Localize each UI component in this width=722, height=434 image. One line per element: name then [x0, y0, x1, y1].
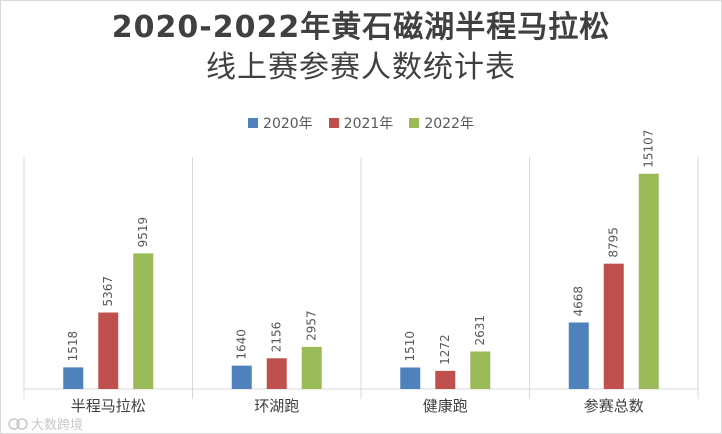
data-label: 15107: [642, 130, 656, 168]
legend-item-2020: 2020年: [248, 113, 313, 133]
chart-title-line2: 线上赛参赛人数统计表: [206, 50, 516, 85]
data-label: 8795: [607, 227, 621, 258]
legend-swatch-2020: [248, 118, 259, 128]
data-label: 1640: [235, 329, 249, 360]
legend-label-2021: 2021年: [343, 116, 394, 132]
chart-legend: 2020年 2021年 2022年: [0, 113, 722, 133]
legend-item-2022: 2022年: [409, 113, 474, 133]
bar: [266, 358, 287, 389]
data-label: 1272: [438, 334, 452, 365]
bar: [435, 370, 456, 389]
data-label: 2631: [473, 315, 487, 346]
bar: [400, 367, 421, 389]
bar: [603, 263, 624, 389]
watermark-logo-icon: [8, 417, 28, 430]
watermark-text: 大数跨境: [31, 418, 84, 433]
x-tick-label: 健康跑: [423, 397, 468, 415]
legend-swatch-2022: [409, 118, 420, 128]
data-label: 1518: [66, 331, 80, 362]
legend-swatch-2021: [328, 118, 339, 128]
bar: [568, 322, 589, 389]
legend-label-2020: 2020年: [263, 116, 313, 132]
data-label: 4668: [572, 286, 586, 317]
bar: [470, 351, 491, 389]
x-tick-label: 环湖跑: [254, 397, 299, 415]
data-label: 2957: [305, 310, 319, 341]
bar: [638, 173, 659, 389]
data-label: 2156: [270, 322, 284, 353]
bar: [133, 253, 154, 389]
bar: [231, 365, 252, 389]
x-tick-label: 参赛总数: [584, 397, 644, 415]
data-label: 1510: [403, 331, 417, 362]
bar: [301, 346, 322, 389]
data-label: 5367: [101, 276, 115, 307]
watermark: 大数跨境: [8, 414, 83, 433]
data-label: 9519: [136, 217, 150, 248]
chart-title: 2020-2022年黄石磁湖半程马拉松 线上赛参赛人数统计表: [0, 8, 722, 88]
bar: [98, 312, 119, 389]
legend-item-2021: 2021年: [328, 113, 394, 133]
legend-label-2022: 2022年: [424, 116, 474, 132]
chart-title-line1: 2020-2022年黄石磁湖半程马拉松: [111, 10, 611, 45]
x-tick-label: 半程马拉松: [71, 397, 146, 415]
bar: [63, 367, 84, 389]
